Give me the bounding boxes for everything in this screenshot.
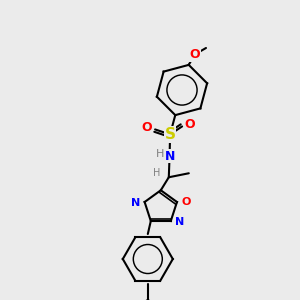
Text: N: N: [164, 150, 175, 163]
Text: H: H: [155, 149, 164, 159]
Text: O: O: [189, 48, 200, 61]
Text: O: O: [142, 121, 152, 134]
Text: N: N: [131, 198, 140, 208]
Text: N: N: [175, 217, 184, 227]
Text: S: S: [165, 127, 176, 142]
Text: H: H: [153, 168, 160, 178]
Text: O: O: [185, 118, 195, 131]
Text: O: O: [181, 197, 191, 207]
